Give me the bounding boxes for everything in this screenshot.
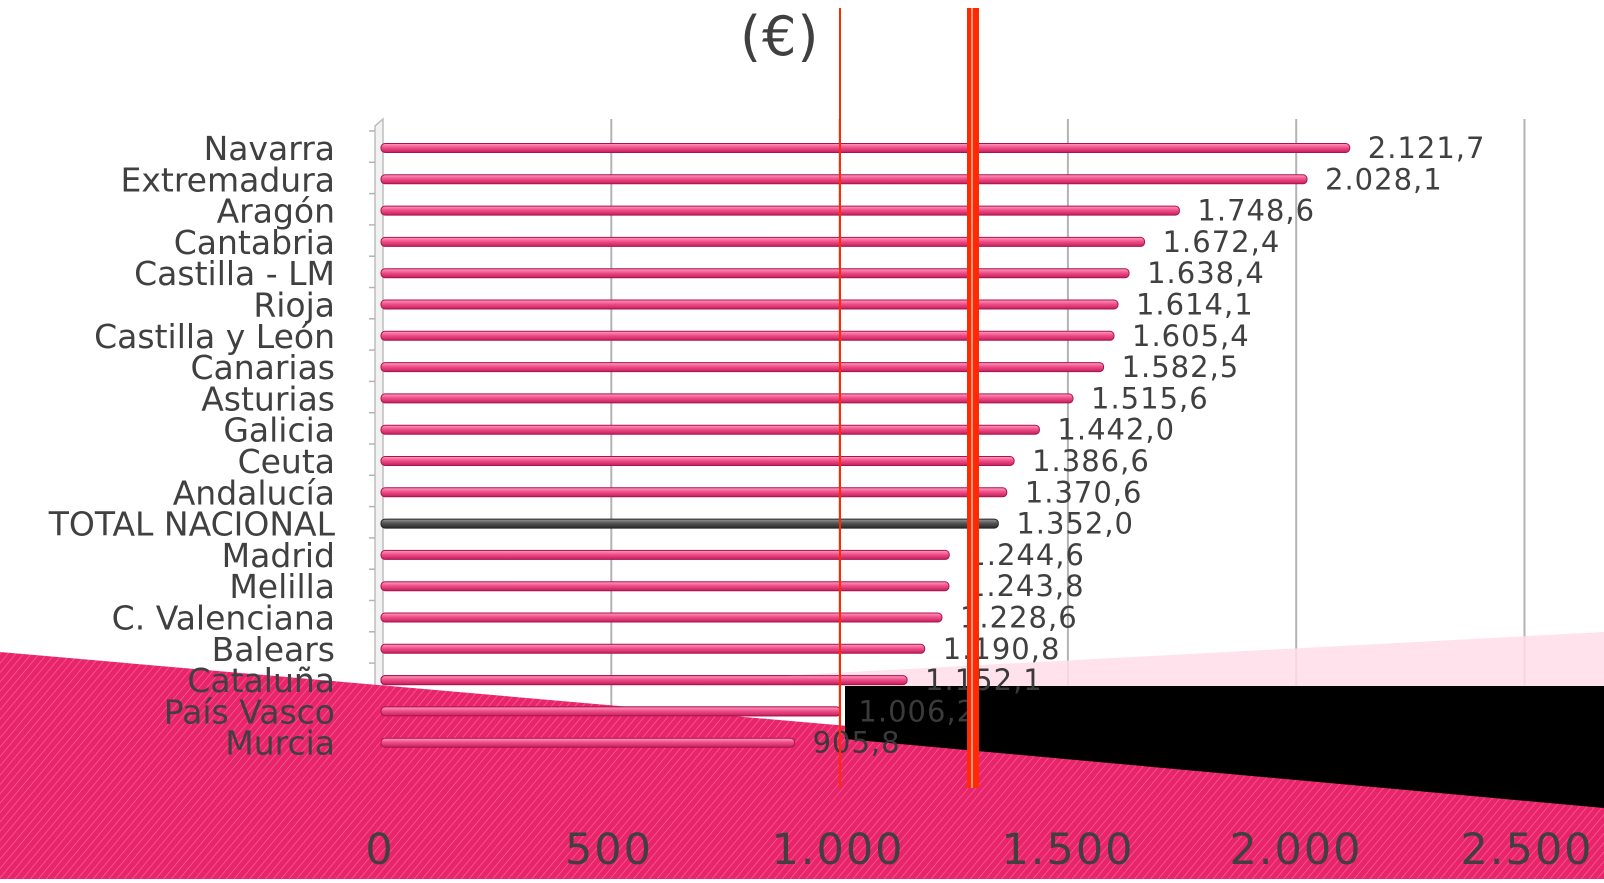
bar-melilla: [380, 581, 950, 592]
category-label: Asturias: [201, 379, 335, 418]
category-label: Galicia: [223, 411, 335, 450]
value-label: 1.228,6: [960, 601, 1078, 635]
value-label: 2.121,7: [1368, 131, 1486, 165]
x-tick-label: 1.000: [771, 825, 904, 875]
value-label-overlay: 1.006,2: [858, 694, 976, 728]
bar-castilla-lm: [380, 268, 1130, 279]
category-label: Cantabria: [174, 223, 335, 262]
value-label: 2.028,1: [1325, 162, 1443, 196]
chart-title: (€): [740, 5, 820, 68]
category-label: Madrid: [222, 536, 335, 575]
value-label: 1.386,6: [1032, 444, 1150, 478]
category-label: Rioja: [253, 286, 335, 325]
value-label: 1.442,0: [1057, 413, 1175, 447]
bar-cantabria: [380, 236, 1146, 247]
bar-overlay: [380, 706, 841, 717]
bar-andaluc-a: [380, 487, 1008, 498]
category-label-overlay: Murcia: [225, 724, 335, 763]
x-tick-label: 2.500: [1460, 825, 1593, 875]
value-label: 1.352,0: [1016, 507, 1134, 541]
bar-canarias: [380, 362, 1105, 373]
category-label: Ceuta: [238, 442, 335, 481]
category-label: Andalucía: [173, 473, 335, 512]
category-label-overlay: Cataluña: [187, 661, 335, 700]
bar-ceuta: [380, 456, 1015, 466]
bar-navarra: [380, 143, 1351, 153]
value-label: 1.605,4: [1132, 319, 1250, 353]
value-label: 1.190,8: [943, 632, 1061, 666]
x-tick-label: 1.500: [1001, 825, 1134, 875]
bar-total-nacional: [380, 518, 999, 529]
value-label: 1.243,8: [967, 569, 1085, 603]
x-tick-label: 2.000: [1229, 825, 1362, 875]
bar-rioja: [380, 299, 1119, 310]
category-label-overlay: País Vasco: [164, 692, 335, 731]
x-tick-label: 500: [565, 825, 653, 875]
bar-asturias: [380, 393, 1074, 404]
value-label-overlay: 1.152,1: [925, 663, 1043, 697]
value-label: 1.515,6: [1091, 381, 1209, 415]
bar-overlay: [380, 675, 908, 686]
decor-band-light: [700, 632, 1604, 686]
value-label: 1.638,4: [1147, 256, 1265, 290]
category-label: TOTAL NACIONAL: [48, 505, 336, 544]
bar-extremadura: [380, 174, 1308, 185]
value-label: 1.582,5: [1122, 350, 1240, 384]
category-label: Balears: [212, 630, 335, 669]
reference-line-thick: [967, 8, 979, 788]
category-label: Navarra: [204, 129, 335, 168]
bar-galicia: [380, 424, 1040, 435]
bar-c-valenciana: [380, 612, 943, 623]
bar-castilla-y-le-n: [380, 330, 1115, 341]
category-label: Castilla - LM: [134, 254, 335, 293]
bar-overlay: [380, 737, 796, 748]
category-label: Canarias: [190, 348, 335, 387]
category-label: Melilla: [229, 567, 335, 606]
bar-arag-n: [380, 205, 1180, 216]
bar-balears: [380, 643, 926, 654]
category-label: C. Valenciana: [112, 599, 335, 638]
bar-madrid: [380, 549, 950, 560]
value-label: 1.370,6: [1025, 475, 1143, 509]
decor-dark-wedge: [845, 686, 1604, 808]
x-tick-label: 0: [365, 825, 394, 875]
value-label: 1.244,6: [967, 538, 1085, 572]
category-label: Aragón: [217, 192, 335, 231]
category-label: Extremadura: [121, 160, 335, 199]
category-label: Castilla y León: [94, 317, 335, 356]
value-label-overlay: 905,8: [813, 726, 901, 760]
value-label: 1.672,4: [1163, 225, 1281, 259]
value-label: 1.614,1: [1136, 288, 1254, 322]
value-label: 1.748,6: [1197, 194, 1315, 228]
